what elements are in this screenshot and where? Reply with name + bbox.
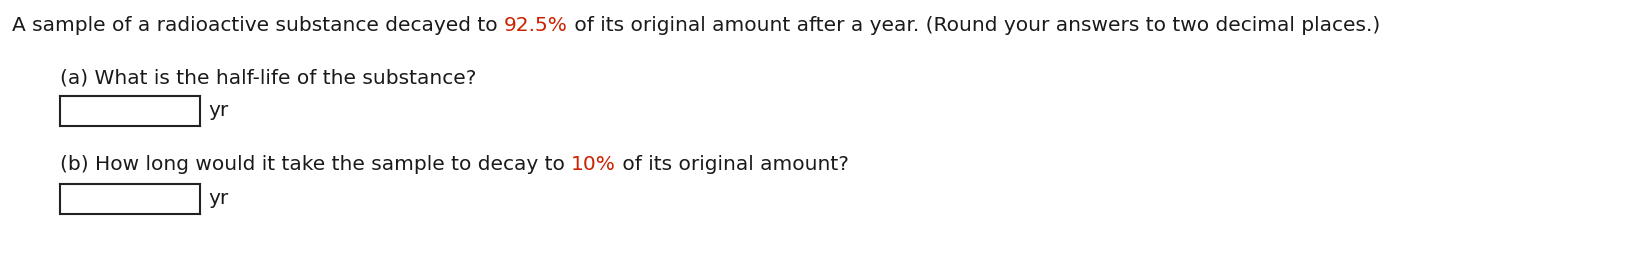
Text: A sample of a radioactive substance decayed to: A sample of a radioactive substance deca… xyxy=(11,16,504,35)
Text: yr: yr xyxy=(208,189,229,208)
Text: (a) What is the half-life of the substance?: (a) What is the half-life of the substan… xyxy=(61,68,476,87)
Text: 10%: 10% xyxy=(571,155,617,174)
Text: yr: yr xyxy=(208,101,229,121)
Text: (b) How long would it take the sample to decay to: (b) How long would it take the sample to… xyxy=(61,155,571,174)
Text: of its original amount?: of its original amount? xyxy=(617,155,849,174)
Text: of its original amount after a year. (Round your answers to two decimal places.): of its original amount after a year. (Ro… xyxy=(568,16,1381,35)
Text: 92.5%: 92.5% xyxy=(504,16,568,35)
